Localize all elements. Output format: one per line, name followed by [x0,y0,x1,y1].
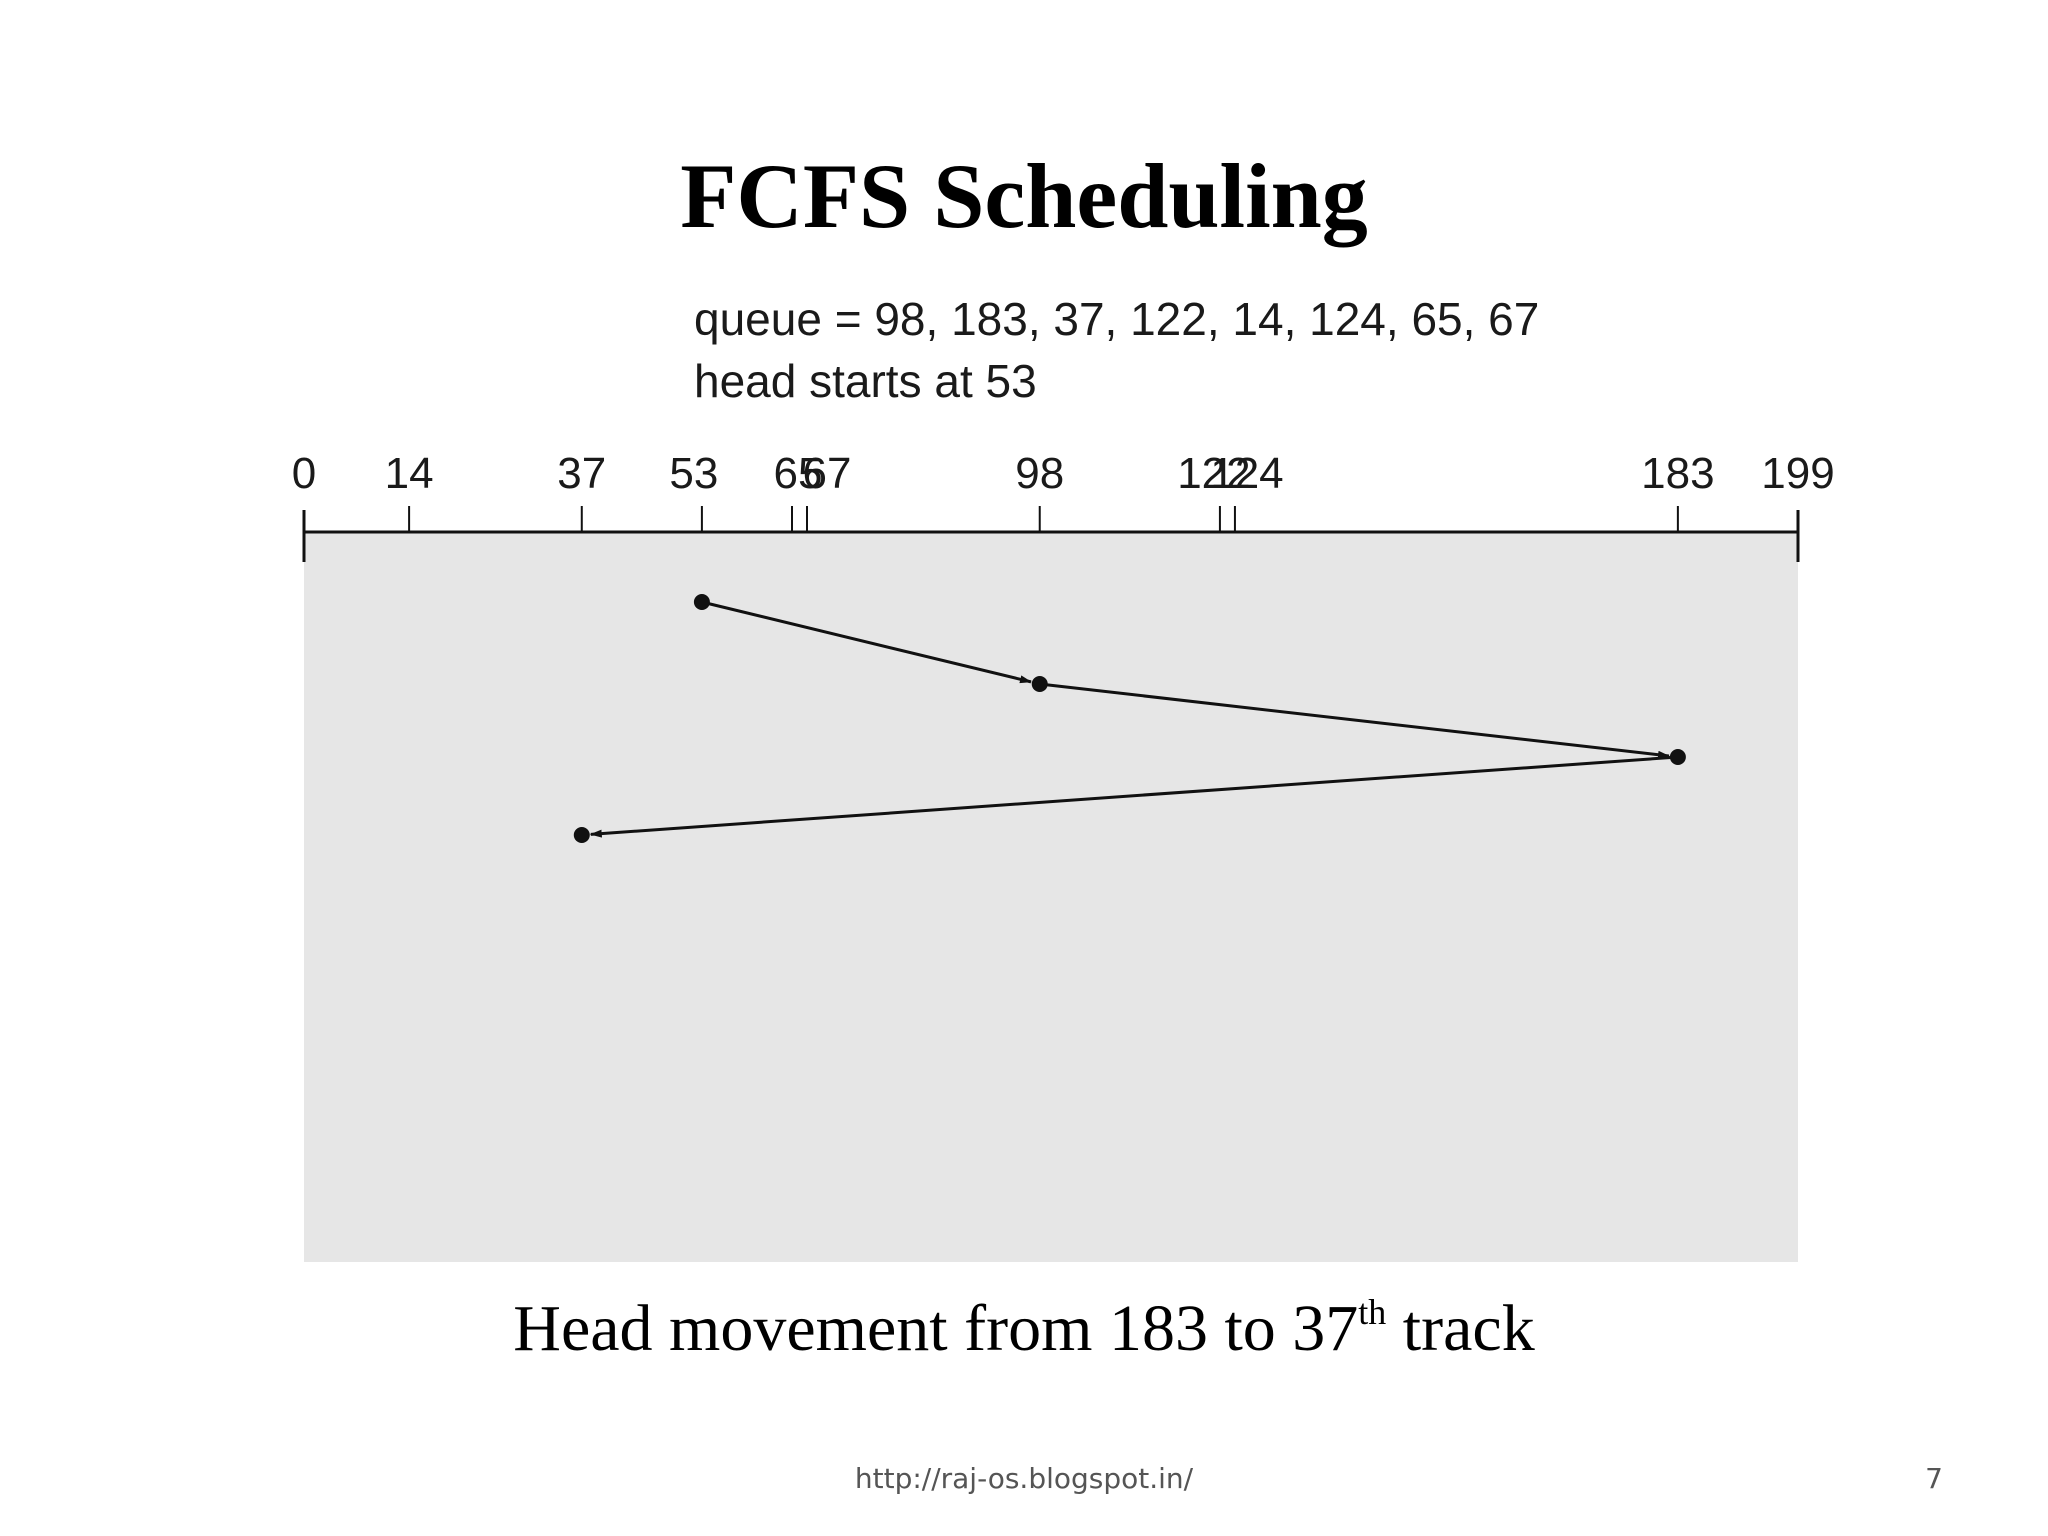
page-number: 7 [1925,1462,1943,1495]
head-point-183 [1669,749,1686,765]
move-arrow-183-to-37 [589,755,1678,838]
head-point-37 [573,827,590,843]
tick-label-65: 65 [774,449,823,498]
move-arrow-98-to-183 [1039,682,1670,759]
caption-text: Head movement from 183 to 37 [513,1292,1359,1365]
tick-label-124: 124 [1210,449,1283,498]
tick-label-0: 0 [292,449,316,498]
move-arrow-53-to-98 [701,600,1032,684]
head-point-53 [693,594,710,610]
head-point-98 [1031,676,1048,692]
tick-label-37: 37 [557,449,606,498]
head-movement-path [573,594,1686,843]
tick-label-53: 53 [669,449,718,498]
footer-url: http://raj-os.blogspot.in/ [854,1462,1194,1495]
head-start-text: head starts at 53 [694,355,1037,407]
slide-title: FCFS Scheduling [680,145,1368,247]
slide-caption: Head movement from 183 to 37th track [0,1294,2048,1362]
tick-label-67: 67 [803,449,852,498]
caption-tail: track [1386,1292,1535,1365]
caption-superscript: th [1358,1292,1387,1332]
tick-label-183: 183 [1641,449,1714,498]
queue-text: queue = 98, 183, 37, 122, 14, 124, 65, 6… [694,293,1539,345]
tick-label-199: 199 [1761,449,1834,498]
tick-label-98: 98 [1015,449,1064,498]
tick-label-122: 122 [1177,449,1250,498]
diagram-panel [304,532,1798,1262]
tick-label-14: 14 [385,449,434,498]
